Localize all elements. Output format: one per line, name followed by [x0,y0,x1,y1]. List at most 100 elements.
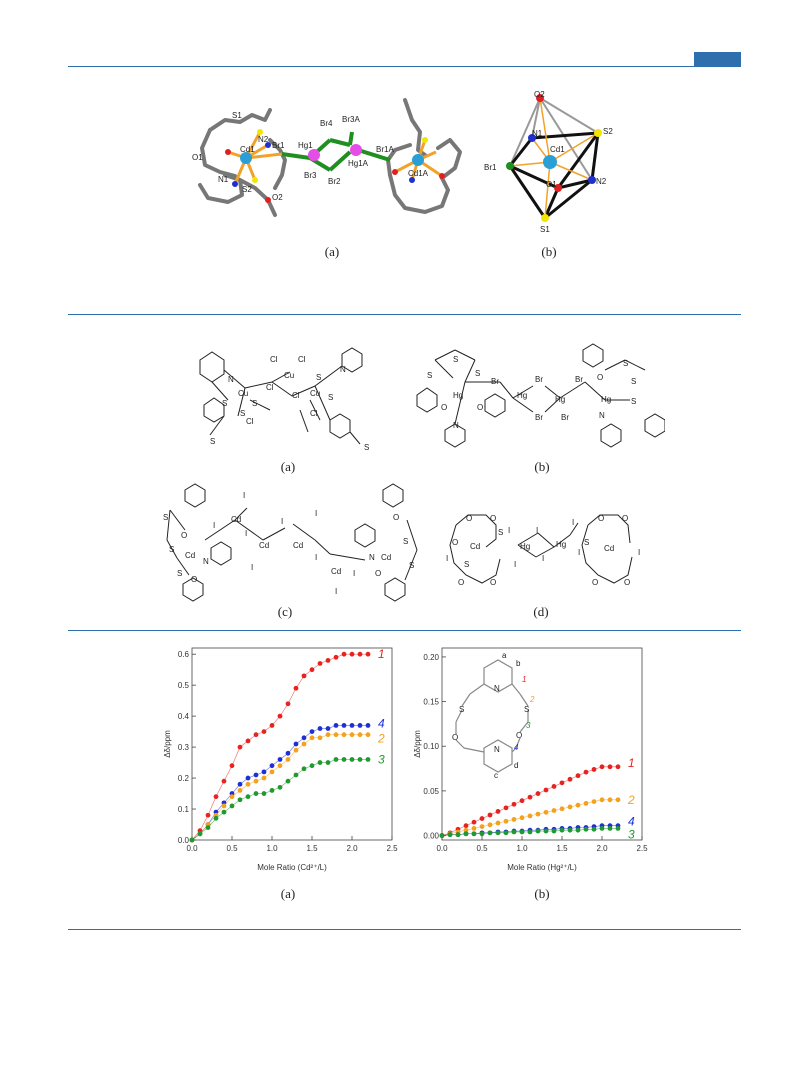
chart-a-point-s3 [213,815,219,821]
fig2c-s-4: S [403,537,408,546]
chart-a-ytick-label: 0.0 [178,836,190,845]
fig2d-i-8: I [638,548,640,557]
chart-a-point-s1 [293,685,299,691]
chart-a-point-s2 [269,769,275,775]
chart-a-point-s4 [333,723,339,728]
fig2a-cu-3: Cu [238,389,248,398]
fig2d-i-3: I [536,526,538,535]
fig2c-s-1: S [163,513,168,522]
inset-num-3: 3 [526,721,531,730]
chart-b-series-label-1: 1 [628,756,635,770]
inset-label-s-left: S [459,705,464,714]
chart-a-point-s2 [261,775,267,781]
chart-b-xtick-label: 2.5 [636,844,648,853]
chart-b-frame [441,647,643,841]
chart-a-point-s1 [333,654,339,660]
chart-a-ylabel: Δδ/ppm [163,730,172,758]
chart-a-point-s4 [285,750,291,756]
fig2a-cl-4: Cl [292,391,300,400]
chart-b-point-s3 [527,829,533,835]
chart-a-point-s1 [365,651,371,657]
fig2c-cd-4: Cd [331,567,341,576]
chart-a-point-s1 [205,812,211,818]
fig2c-i-2: I [213,521,215,530]
chart-a-xtick-label: 1.0 [266,844,278,853]
chart-a-xtick-label: 1.5 [306,844,318,853]
chart-a-point-s4 [325,726,331,731]
chart-a-point-s3 [237,797,243,803]
fig2a-cl-3: Cl [266,383,274,392]
chart-b-point-s2 [471,825,477,831]
chart-a-point-s4 [317,726,323,731]
inset-label-o-left: O [452,733,458,742]
chart-a-point-s3 [317,760,323,765]
fig2d-o-3: O [452,538,458,547]
chart-b-ylabel: Δδ/ppm [413,730,422,758]
chart-b-ytick-label: 0.10 [423,742,439,751]
label-o1: O1 [192,153,203,162]
label-br1: Br1 [272,141,285,150]
chart-a-point-s4 [365,723,371,728]
fig2a-cu-2: Cu [310,389,320,398]
chart-a-point-s1 [237,744,243,750]
label-b-n2: N2 [596,177,607,186]
label-b-s1: S1 [540,225,550,234]
rule-top [68,66,741,67]
chart-b-point-s3 [583,826,589,832]
label-b-cd1: Cd1 [550,145,565,154]
chart-b-xtick-label: 2.0 [596,844,608,853]
label-n1: N1 [218,175,229,184]
fig2d-hg-1: Hg [520,542,530,551]
chart-a-series-line-4 [191,725,368,841]
label-s2: S2 [242,185,252,194]
chart-a-point-s1 [229,763,235,769]
chart-b-point-s1 [463,823,469,829]
fig2a-n-1: N [228,375,234,384]
header-tab [694,52,741,66]
fig2d-cd-2: Cd [604,544,614,553]
fig2b-hg-4: Hg [601,395,611,404]
chart-a-point-s4 [269,763,275,769]
chart-a-point-s3 [325,760,331,765]
fig2c-i-1: I [243,491,245,500]
chart-b-point-s2 [511,817,517,822]
chart-a-point-s4 [309,729,315,735]
chart-b-xtick-label: 0.5 [476,844,488,853]
label-b-o2: O2 [534,90,545,99]
label-b-s2: S2 [603,127,613,136]
chart-b-point-s2 [519,815,525,821]
fig2d-o-5: O [490,578,496,587]
chart-b-point-s1 [551,784,557,789]
fig2c-o-1: O [181,531,187,540]
chart-b-xtick-label: 1.5 [556,844,568,853]
chart-a-point-s1 [253,732,259,738]
fig2d-i-7: I [578,548,580,557]
fig2a-cl-2: Cl [298,355,306,364]
chart-b-point-s1 [495,809,501,814]
fig2d-o-9: O [624,578,630,587]
fig2b-hg-2: Hg [517,391,527,400]
chart-a-point-s3 [285,778,291,784]
fig2c-cd-3: Cd [293,541,303,550]
chart-a-point-s3 [245,794,251,800]
chart-b-point-s2 [583,800,589,806]
chart-b-point-s3 [455,832,461,838]
chart-a-point-s1 [269,723,275,728]
chart-b-point-s3 [479,831,485,837]
fig2b-n-2: N [599,411,605,420]
chart-b-point-s1 [559,780,565,786]
label-hg1a: Hg1A [348,159,369,168]
fig2d-cd-1: Cd [470,542,480,551]
chart-a-point-s3 [365,757,371,762]
chart-a-point-s4 [253,772,259,778]
fig2a-cl-5: Cl [246,417,254,426]
fig1-caption-b: (b) [541,244,557,259]
chart-a-point-s4 [277,757,283,762]
label-br1a: Br1A [376,145,394,154]
fig2b-s-5: S [631,377,636,386]
chart-a-series-label-3: 3 [378,752,385,766]
fig2d-o-1: O [466,514,472,523]
chart-a-point-s3 [229,803,235,809]
fig3-caption-b: (b) [534,886,550,901]
chart-a-xlabel: Mole Ratio (Cd²⁺/L) [257,863,327,872]
